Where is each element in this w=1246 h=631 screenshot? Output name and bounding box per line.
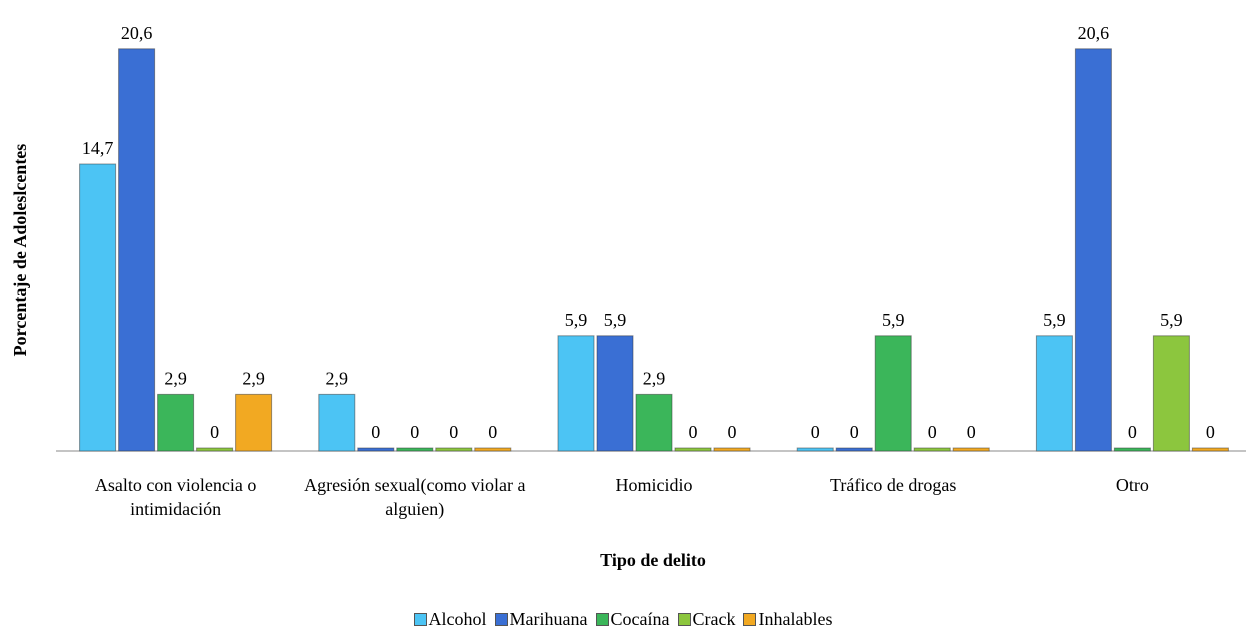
- bar: [835, 447, 873, 452]
- legend-label: Alcohol: [428, 609, 487, 629]
- legend-item: Inhalables: [743, 609, 832, 629]
- bar: [435, 447, 473, 452]
- x-tick-label: Otro: [1115, 475, 1149, 495]
- bar: [557, 335, 595, 452]
- bar: [79, 163, 117, 452]
- bar: [596, 335, 634, 452]
- value-label: 0: [488, 422, 497, 442]
- value-label: 2,9: [164, 369, 187, 389]
- bar: [635, 393, 673, 452]
- legend-label: Inhalables: [758, 609, 833, 629]
- bar: [196, 447, 234, 452]
- value-label: 0: [410, 422, 419, 442]
- legend-swatch: [677, 613, 691, 626]
- x-tick-label: Asalto con violencia o intimidación: [94, 475, 257, 519]
- bar: [952, 447, 990, 452]
- x-tick-label: Agresión sexual(como violar a alguien): [304, 475, 526, 519]
- legend-swatch: [743, 613, 757, 626]
- value-label: 5,9: [1160, 310, 1183, 330]
- bar: [396, 447, 434, 452]
- value-label: 0: [689, 422, 698, 442]
- value-label: 2,9: [326, 369, 349, 389]
- bar: [357, 447, 395, 452]
- value-label: 0: [967, 422, 976, 442]
- x-tick-label: Homicidio: [615, 475, 693, 495]
- legend-item: Alcohol: [413, 609, 487, 629]
- value-label: 5,9: [1043, 310, 1066, 330]
- bar: [713, 447, 751, 452]
- bar: [796, 447, 834, 452]
- value-label: 0: [371, 422, 380, 442]
- legend-item: Marihuana: [494, 609, 588, 629]
- legend-label: Marihuana: [509, 609, 588, 629]
- legend-swatch: [413, 613, 427, 626]
- value-label: 0: [811, 422, 820, 442]
- x-tick-label: Tráfico de drogas: [830, 475, 957, 495]
- legend-label: Crack: [692, 609, 736, 629]
- value-label: 0: [449, 422, 458, 442]
- legend-swatch: [595, 613, 609, 626]
- bar: [318, 393, 356, 452]
- bar: [235, 393, 273, 452]
- x-axis-title: Tipo de delito: [600, 550, 706, 570]
- bar: [118, 48, 156, 452]
- value-label: 14,7: [82, 138, 114, 158]
- bar: [474, 447, 512, 452]
- value-label: 0: [928, 422, 937, 442]
- bar: [1191, 447, 1229, 452]
- value-label: 5,9: [604, 310, 627, 330]
- legend-swatch: [494, 613, 508, 626]
- legend-item: Cocaína: [595, 609, 670, 629]
- value-label: 5,9: [565, 310, 588, 330]
- value-label: 0: [210, 422, 219, 442]
- bar: [1152, 335, 1190, 452]
- value-label: 0: [850, 422, 859, 442]
- bar: [1113, 447, 1151, 452]
- legend-item: Crack: [677, 609, 736, 629]
- value-label: 20,6: [121, 23, 153, 43]
- value-label: 2,9: [643, 369, 666, 389]
- value-label: 2,9: [242, 369, 265, 389]
- value-label: 5,9: [882, 310, 905, 330]
- bar: [157, 393, 195, 452]
- legend: Alcohol Marihuana Cocaína Crack Inhalables: [0, 609, 1246, 630]
- bar: [1035, 335, 1073, 452]
- bar: [674, 447, 712, 452]
- bar: [913, 447, 951, 452]
- bar: [874, 335, 912, 452]
- bar: [1074, 48, 1112, 452]
- value-label: 0: [1128, 422, 1137, 442]
- value-label: 0: [1206, 422, 1215, 442]
- y-axis-title: Porcentaje de Adoleslcentes: [10, 144, 30, 357]
- value-label: 20,6: [1078, 23, 1110, 43]
- legend-label: Cocaína: [610, 609, 670, 629]
- value-label: 0: [728, 422, 737, 442]
